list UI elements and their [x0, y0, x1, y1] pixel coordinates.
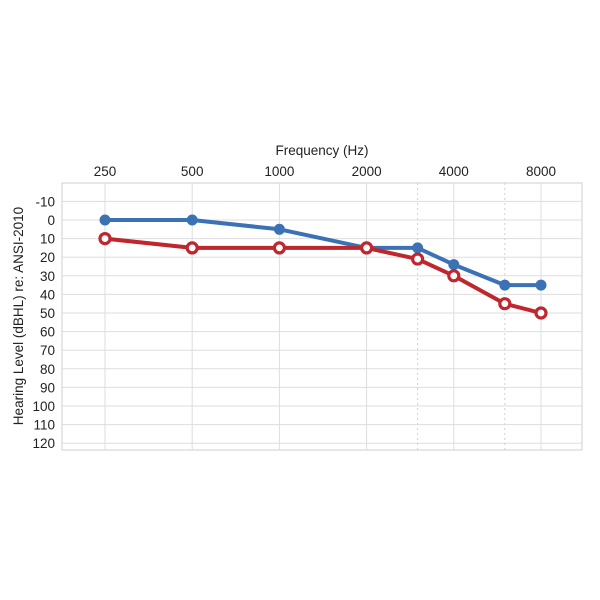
- series-2-line: [103, 236, 543, 315]
- series-1-line: [103, 218, 543, 288]
- x-tick-label-8000: 8000: [526, 164, 556, 179]
- y-tick-label-120: 120: [32, 436, 55, 451]
- y-tick-label-minus10: -10: [35, 194, 55, 209]
- x-tick-label-4000: 4000: [439, 164, 469, 179]
- series-1-point-8000hz: [535, 279, 547, 291]
- x-tick-label-2000: 2000: [352, 164, 382, 179]
- y-tick-label-40: 40: [40, 287, 55, 302]
- series-2-point-8000hz: [534, 306, 548, 320]
- x-tick-label-250: 250: [94, 164, 117, 179]
- series-1-point-500hz: [186, 214, 198, 226]
- y-tick-label-0: 0: [47, 213, 55, 228]
- x-tick-labels: 250 500 1000 2000 4000 8000: [94, 164, 556, 179]
- series-2-point-4000hz: [447, 269, 461, 283]
- y-tick-label-110: 110: [33, 418, 55, 433]
- y-tick-label-60: 60: [40, 325, 55, 340]
- grid-lines: [62, 183, 582, 450]
- series-1-point-4000hz: [448, 259, 460, 271]
- x-tick-label-1000: 1000: [264, 164, 294, 179]
- y-tick-label-90: 90: [40, 380, 55, 395]
- y-tick-label-100: 100: [32, 399, 55, 414]
- series-2-point-500hz: [185, 241, 199, 255]
- series-2-point-1000hz: [272, 241, 286, 255]
- series-2-point-2000hz: [360, 241, 374, 255]
- series-1-point-250hz: [99, 214, 111, 226]
- x-axis-title: Frequency (Hz): [275, 143, 368, 158]
- y-tick-label-50: 50: [40, 306, 55, 321]
- x-tick-label-500: 500: [181, 164, 204, 179]
- series-1-point-6000hz: [499, 279, 511, 291]
- y-tick-label-30: 30: [40, 269, 55, 284]
- data-series: [98, 214, 548, 320]
- y-tick-label-10: 10: [40, 232, 55, 247]
- plot-frame: [61, 182, 583, 451]
- series-2-point-6000hz: [498, 297, 512, 311]
- series-1-point-3000hz: [412, 242, 424, 254]
- series-1-point-1000hz: [273, 223, 285, 235]
- series-2-point-250hz: [98, 232, 112, 246]
- y-tick-label-80: 80: [40, 362, 55, 377]
- y-axis-title: Hearing Level (dBHL) re: ANSI-2010: [11, 207, 26, 425]
- series-2-point-3000hz: [411, 252, 425, 266]
- y-tick-label-70: 70: [40, 343, 55, 358]
- y-tick-label-20: 20: [40, 250, 55, 265]
- y-tick-labels: -10 0 10 20 30 40 50 60 70 80 90 100 110 120: [32, 194, 55, 451]
